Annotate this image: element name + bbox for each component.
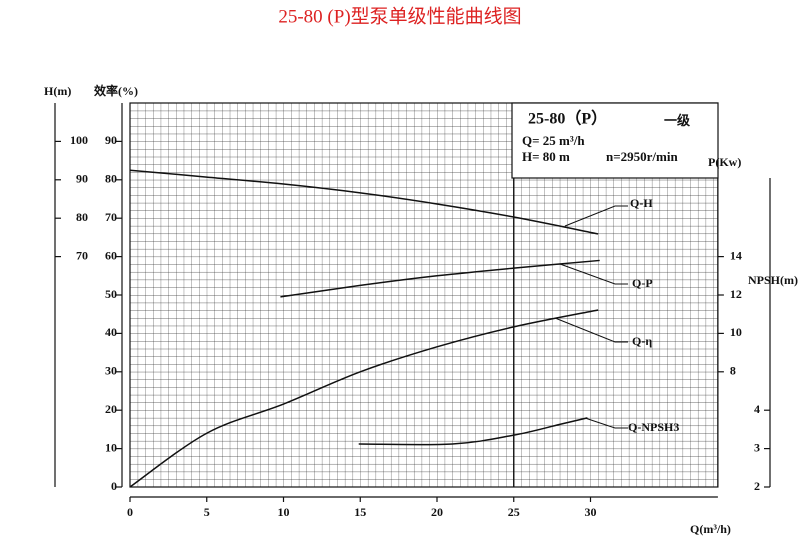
x-tick-label: 25 bbox=[508, 505, 520, 519]
curve bbox=[129, 169, 599, 235]
y2-tick-label: 10 bbox=[105, 440, 117, 454]
y4-axis-label: NPSH(m) bbox=[748, 273, 798, 287]
leader-lines bbox=[554, 205, 628, 429]
curve bbox=[358, 417, 588, 446]
y2-tick-label: 90 bbox=[105, 133, 117, 147]
y2-tick-label: 20 bbox=[105, 402, 117, 416]
curve-label: Q-P bbox=[632, 276, 653, 290]
y3-tick-label: 10 bbox=[730, 325, 742, 339]
y-tick-label: 70 bbox=[76, 248, 88, 262]
y2-tick-label: 0 bbox=[111, 479, 117, 493]
y2-tick-label: 30 bbox=[105, 364, 117, 378]
y3-axis-label: P(Kw) bbox=[708, 155, 741, 169]
y2-tick-label: 40 bbox=[105, 325, 117, 339]
x-tick-label: 10 bbox=[278, 505, 290, 519]
x-axis-label: Q(m³/h) bbox=[690, 522, 731, 536]
y4-tick-label: 2 bbox=[754, 479, 760, 493]
y4-tick-label: 4 bbox=[754, 402, 760, 416]
y2-tick-label: 60 bbox=[105, 248, 117, 262]
info-model: 25-80（P） bbox=[528, 110, 607, 128]
info-box bbox=[511, 102, 719, 179]
x-tick-label: 5 bbox=[204, 505, 210, 519]
info-speed: n=2950r/min bbox=[606, 149, 678, 164]
y2-tick-label: 70 bbox=[105, 210, 117, 224]
curve bbox=[129, 309, 599, 488]
y2-tick-label: 80 bbox=[105, 172, 117, 186]
y2-tick-label: 50 bbox=[105, 287, 117, 301]
chart-title: 25-80 (P)型泵单级性能曲线图 bbox=[278, 5, 521, 27]
y-tick-label: 80 bbox=[76, 210, 88, 224]
y2-axis-label: 效率(%) bbox=[94, 83, 138, 98]
info-stage: 一级 bbox=[664, 113, 691, 128]
x-tick-label: 30 bbox=[585, 505, 597, 519]
y-tick-label: 90 bbox=[76, 172, 88, 186]
x-tick-label: 15 bbox=[354, 505, 366, 519]
y4-tick-label: 3 bbox=[754, 440, 760, 454]
info-head: H= 80 m bbox=[522, 149, 570, 164]
curve bbox=[280, 259, 600, 298]
y-axis-label: H(m) bbox=[44, 84, 71, 98]
y3-tick-label: 12 bbox=[730, 287, 742, 301]
curve-label: Q-NPSH3 bbox=[628, 420, 679, 434]
y3-tick-label: 8 bbox=[730, 364, 736, 378]
curve-label: Q-H bbox=[630, 196, 653, 210]
x-tick-label: 20 bbox=[431, 505, 443, 519]
curve-label: Q-η bbox=[632, 334, 652, 348]
x-tick-label: 0 bbox=[127, 505, 133, 519]
y-tick-label: 100 bbox=[70, 133, 88, 147]
info-flow: Q= 25 m³/h bbox=[522, 133, 585, 148]
y3-tick-label: 14 bbox=[730, 248, 742, 262]
